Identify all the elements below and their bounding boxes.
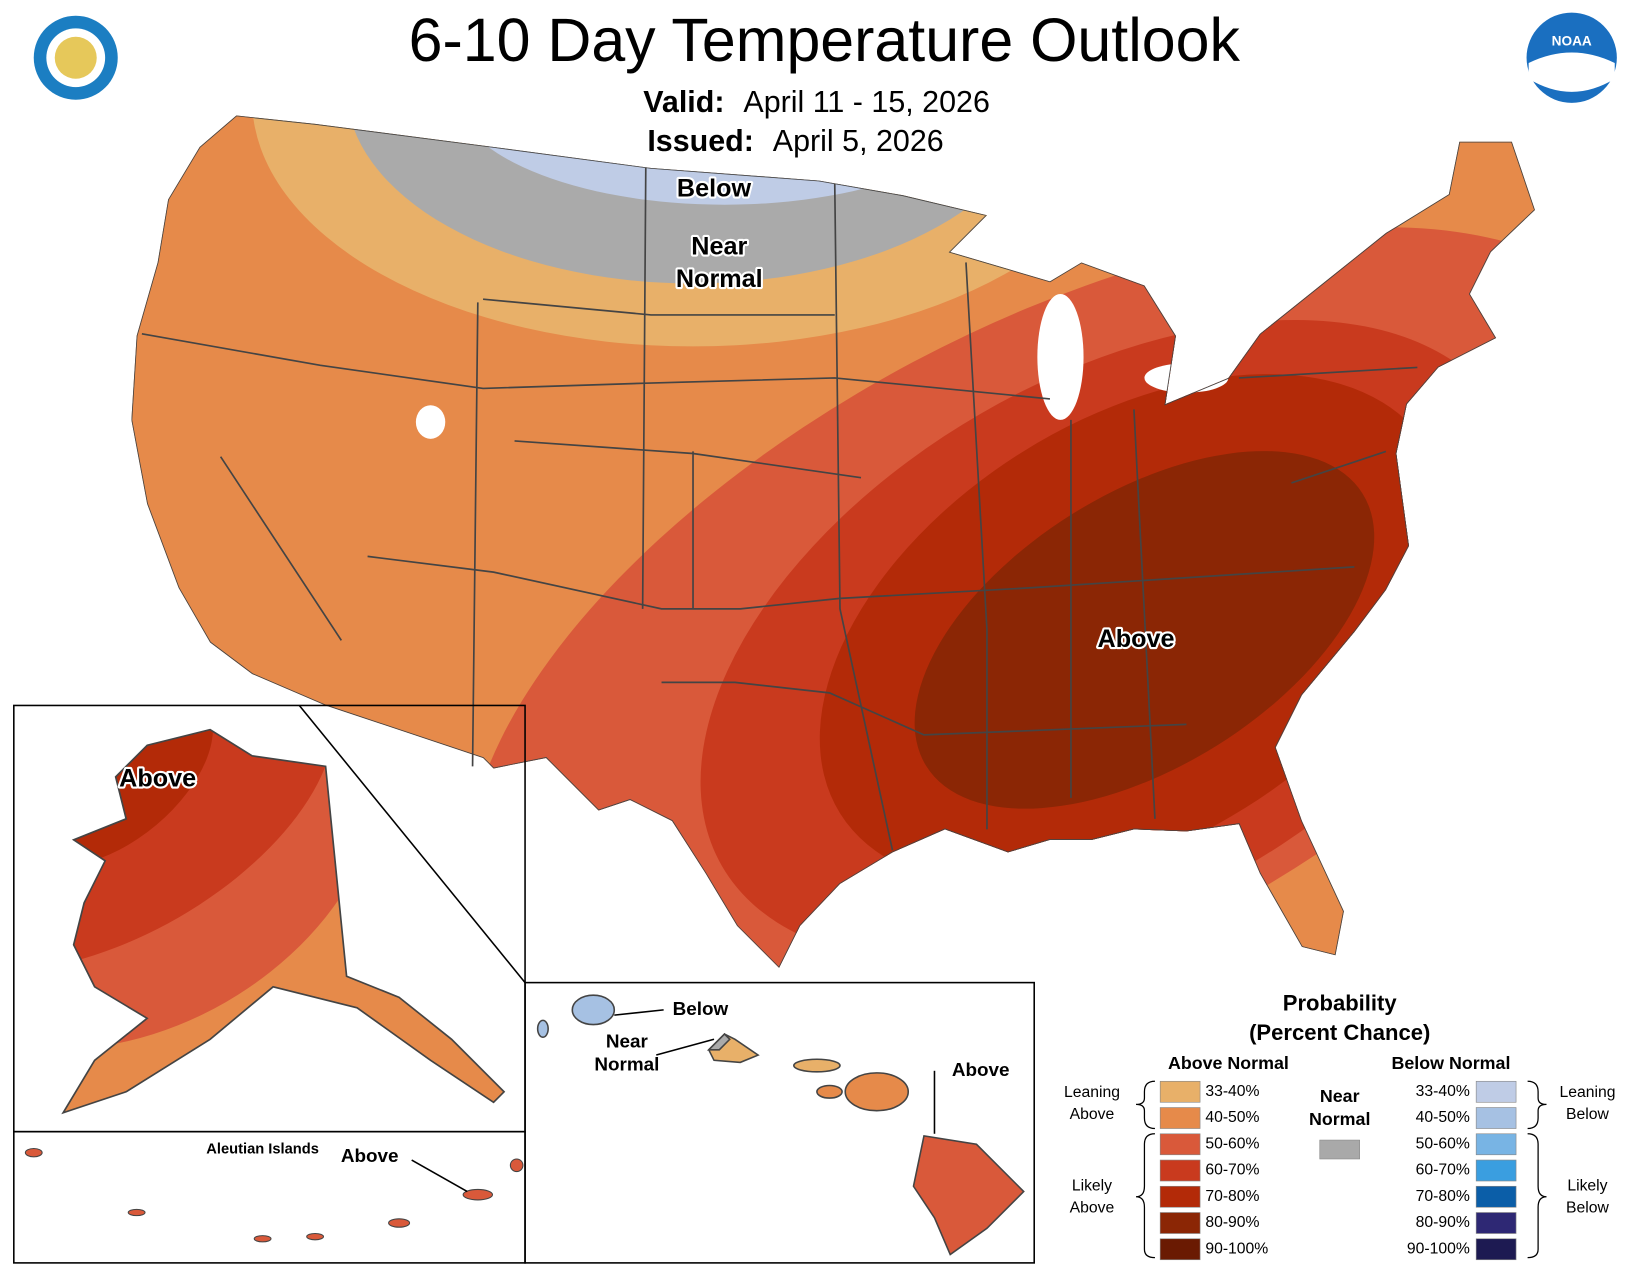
inset-connector [298,704,526,984]
legend-bracket-label: Likely [1567,1177,1607,1194]
map-label: Near [691,232,747,260]
alaska-outline [61,728,506,1115]
legend-label: 40-50% [1416,1109,1470,1126]
issued-label: Issued: [647,124,754,158]
legend-bracket-label: Below [1566,1106,1609,1123]
legend-swatch [1159,1159,1201,1182]
legend-label: 80-90% [1416,1214,1470,1231]
doc-logo [33,15,118,100]
legend-label: 50-60% [1205,1135,1259,1152]
legend-swatch [1159,1185,1201,1208]
legend-bracket-label: Above [1070,1199,1115,1216]
legend-swatch [1475,1238,1517,1261]
hawaii-leaders [614,1009,936,1134]
legend-swatch [1159,1133,1201,1156]
inset-title: Aleutian Islands [206,1141,319,1157]
map-label: Normal [676,265,763,293]
legend-title: (Percent Chance) [1249,1020,1430,1045]
state-lines [141,167,1418,851]
legend-bracket-label: Below [1566,1199,1609,1216]
legend-bracket-label: Leaning [1559,1084,1615,1101]
legend-label: 90-100% [1407,1240,1470,1257]
legend-swatch [1159,1212,1201,1234]
hawaii-islands [536,994,1025,1256]
valid-label: Valid: [643,85,724,119]
map-label: Below [677,175,752,203]
legend-label: 70-80% [1205,1188,1259,1205]
legend-bracket-label: Above [1070,1106,1115,1123]
legend-heading: Near [1320,1086,1360,1106]
legend-label: 90-100% [1205,1240,1268,1257]
map-label: Above [119,765,196,793]
legend-swatch [1475,1080,1517,1103]
issued-date: April 5, 2026 [773,124,944,158]
map-label: Above [952,1060,1010,1081]
legend-label: 80-90% [1205,1214,1259,1231]
legend-title: Probability [1283,990,1398,1015]
legend-swatch [1475,1107,1517,1129]
legend-heading: Normal [1309,1109,1370,1129]
hawaii-inset [524,981,1035,1264]
aleutian-islands [24,1147,524,1243]
legend-swatch [1475,1133,1517,1156]
legend-label: 60-70% [1416,1162,1470,1179]
leader-line [411,1159,468,1193]
legend-heading: Below Normal [1392,1053,1511,1073]
map-label: Above [341,1146,399,1167]
legend-label: 33-40% [1205,1083,1259,1100]
legend-label: 50-60% [1416,1135,1470,1152]
legend-swatch [1475,1185,1517,1208]
noaa-logo-text: NOAA [1552,34,1592,49]
legend-bracket-label: Likely [1072,1177,1112,1194]
legend-heading: Above Normal [1168,1053,1289,1073]
noaa-logo: NOAA [1526,12,1617,103]
valid-dates: April 11 - 15, 2026 [743,85,989,119]
map-label: Below [673,999,729,1020]
legend-label: 70-80% [1416,1188,1470,1205]
legend-label: 40-50% [1205,1109,1259,1126]
legend-label: 33-40% [1416,1083,1470,1100]
legend-label: 60-70% [1205,1162,1259,1179]
map-label: Normal [594,1055,659,1076]
map-label: Near [606,1031,649,1052]
legend-swatch [1475,1212,1517,1234]
map-label: Above [1098,625,1175,653]
legend-swatch [1159,1238,1201,1261]
legend-swatch [1319,1139,1360,1160]
legend-swatch [1159,1080,1201,1103]
legend-bracket-label: Leaning [1064,1084,1120,1101]
legend-swatch [1159,1107,1201,1129]
legend-swatch [1475,1159,1517,1182]
legend-brackets [1136,1080,1547,1259]
title: 6-10 Day Temperature Outlook [409,6,1241,74]
